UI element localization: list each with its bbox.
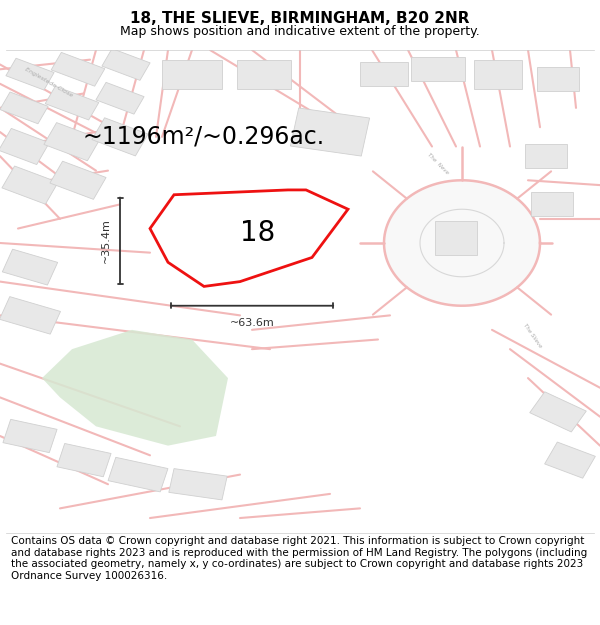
Bar — [530, 392, 586, 432]
Text: ~35.4m: ~35.4m — [101, 218, 111, 263]
Bar — [545, 442, 595, 478]
Bar — [0, 297, 61, 334]
Bar — [169, 469, 227, 500]
Bar — [474, 59, 522, 89]
Text: The Slieve: The Slieve — [522, 323, 542, 349]
Bar — [525, 144, 567, 168]
Text: Map shows position and indicative extent of the property.: Map shows position and indicative extent… — [120, 24, 480, 38]
Text: Englestede Close: Englestede Close — [24, 67, 73, 98]
Bar — [162, 59, 222, 89]
Text: 18, THE SLIEVE, BIRMINGHAM, B20 2NR: 18, THE SLIEVE, BIRMINGHAM, B20 2NR — [130, 11, 470, 26]
Text: ~63.6m: ~63.6m — [230, 318, 274, 328]
Bar — [531, 192, 573, 216]
Bar — [237, 59, 291, 89]
Text: 18: 18 — [241, 219, 275, 248]
Bar — [108, 458, 168, 492]
Polygon shape — [42, 330, 228, 446]
Bar — [6, 58, 54, 90]
Bar — [360, 62, 408, 86]
Bar — [0, 92, 48, 124]
Bar — [2, 249, 58, 285]
Bar — [44, 122, 100, 161]
Bar — [435, 221, 477, 255]
Circle shape — [384, 180, 540, 306]
Bar — [102, 49, 150, 81]
Bar — [537, 67, 579, 91]
Bar — [45, 86, 99, 120]
Bar — [92, 118, 148, 156]
Text: The  Neve: The Neve — [426, 152, 449, 176]
Polygon shape — [150, 190, 348, 286]
Bar — [96, 82, 144, 114]
Text: ~1196m²/~0.296ac.: ~1196m²/~0.296ac. — [83, 125, 325, 149]
Bar — [0, 128, 49, 164]
Bar — [2, 166, 58, 204]
Bar — [3, 419, 57, 452]
Bar — [290, 108, 370, 156]
Bar — [51, 52, 105, 86]
Bar — [57, 444, 111, 477]
Text: Contains OS data © Crown copyright and database right 2021. This information is : Contains OS data © Crown copyright and d… — [11, 536, 587, 581]
Bar — [411, 58, 465, 81]
Bar — [50, 161, 106, 199]
